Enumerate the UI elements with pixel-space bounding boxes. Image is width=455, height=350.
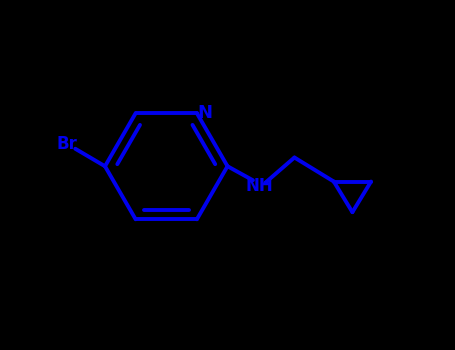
Text: N: N xyxy=(197,104,212,122)
Text: Br: Br xyxy=(56,135,77,153)
Text: NH: NH xyxy=(246,177,273,195)
